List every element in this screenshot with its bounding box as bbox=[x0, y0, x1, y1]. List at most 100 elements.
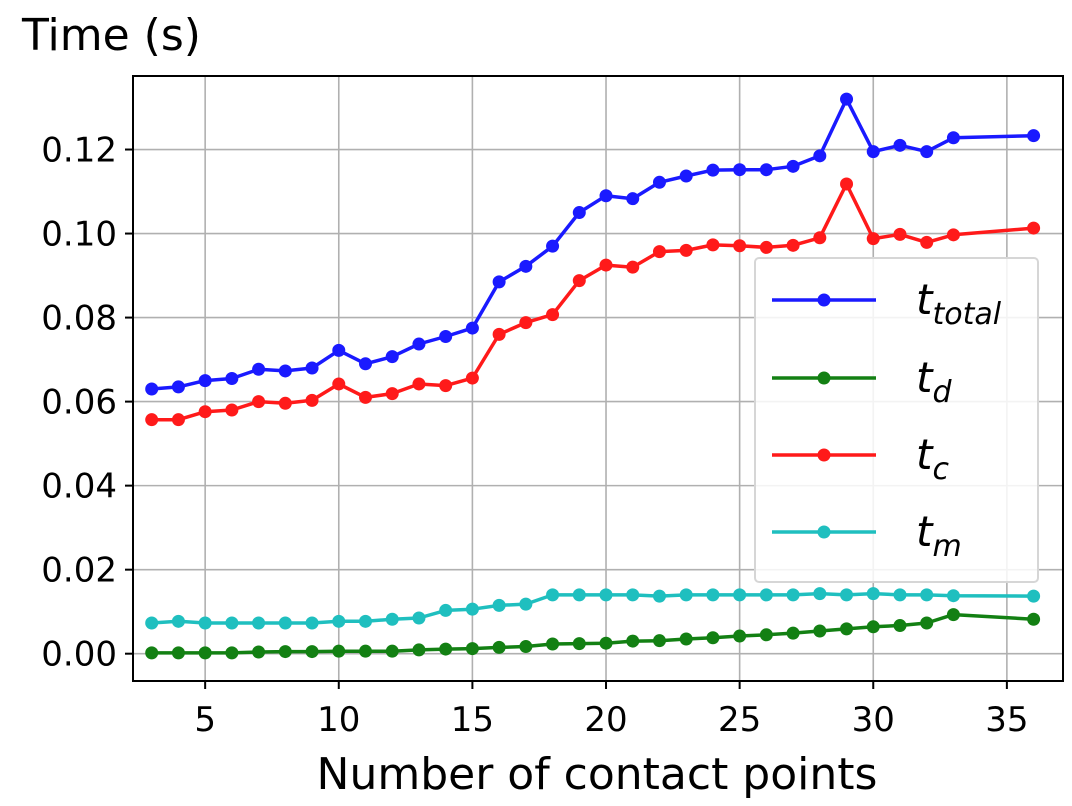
data-point-m bbox=[920, 588, 934, 602]
data-point-total bbox=[278, 364, 292, 378]
legend-label-c: tc bbox=[916, 430, 949, 487]
y-tick-label: 0.02 bbox=[41, 551, 117, 591]
data-point-c bbox=[465, 371, 479, 385]
data-point-c bbox=[252, 395, 266, 409]
data-point-d bbox=[171, 646, 185, 660]
data-point-c bbox=[492, 327, 506, 341]
data-point-total bbox=[465, 321, 479, 335]
data-point-d bbox=[759, 628, 773, 642]
data-point-d bbox=[572, 637, 586, 651]
data-point-c bbox=[332, 377, 346, 391]
data-point-m bbox=[492, 598, 506, 612]
data-point-d bbox=[385, 644, 399, 658]
data-point-c bbox=[893, 227, 907, 241]
data-point-d bbox=[519, 640, 533, 654]
data-point-d bbox=[599, 636, 613, 650]
data-point-m bbox=[546, 588, 560, 602]
data-point-c bbox=[145, 413, 159, 427]
data-point-total bbox=[1027, 129, 1041, 143]
data-point-d bbox=[679, 632, 693, 646]
data-point-total bbox=[546, 239, 560, 253]
data-point-c bbox=[679, 243, 693, 257]
data-point-m bbox=[278, 616, 292, 630]
legend: ttotal td tc tm bbox=[754, 257, 1039, 583]
legend-label-m: tm bbox=[916, 507, 962, 564]
legend-marker-d bbox=[817, 371, 831, 385]
data-point-total bbox=[252, 362, 266, 376]
data-point-c bbox=[225, 403, 239, 417]
data-point-total bbox=[519, 259, 533, 273]
data-point-m bbox=[332, 614, 346, 628]
data-point-m bbox=[759, 588, 773, 602]
data-point-total bbox=[599, 189, 613, 203]
legend-marker-total bbox=[817, 293, 831, 307]
y-tick-label: 0.10 bbox=[41, 215, 117, 255]
data-point-c bbox=[626, 260, 640, 274]
data-point-c bbox=[359, 390, 372, 404]
data-point-m bbox=[866, 587, 880, 601]
data-point-d bbox=[278, 645, 292, 659]
data-point-m bbox=[439, 603, 453, 617]
data-point-d bbox=[359, 644, 372, 658]
data-point-m bbox=[198, 616, 212, 630]
data-point-total bbox=[305, 361, 319, 375]
data-point-c bbox=[759, 240, 773, 254]
y-tick-label: 0.00 bbox=[41, 635, 117, 675]
data-point-c bbox=[840, 177, 854, 191]
data-point-c bbox=[385, 387, 399, 401]
data-point-d bbox=[706, 631, 720, 645]
x-axis-title: Number of contact points bbox=[317, 749, 878, 800]
data-point-c bbox=[706, 238, 720, 252]
data-point-c bbox=[412, 377, 426, 391]
data-point-total bbox=[759, 163, 773, 177]
data-point-m bbox=[893, 588, 907, 602]
data-point-c bbox=[813, 231, 827, 245]
data-point-d bbox=[733, 629, 747, 643]
y-tick-label: 0.06 bbox=[41, 383, 117, 423]
data-point-c bbox=[920, 235, 934, 249]
data-point-d bbox=[920, 616, 934, 630]
data-point-c bbox=[1027, 221, 1041, 235]
data-point-total bbox=[813, 149, 827, 163]
data-point-total bbox=[145, 382, 159, 396]
axis-ticks: 5 10 15 20 25 30 35 0.00 0.02 0.04 0.06 0.08 0.10 0.1… bbox=[41, 131, 1028, 740]
data-point-c bbox=[305, 393, 319, 407]
data-point-m bbox=[946, 589, 960, 603]
data-point-m bbox=[599, 588, 613, 602]
data-point-d bbox=[546, 637, 560, 651]
data-point-c bbox=[652, 245, 666, 259]
data-point-m bbox=[786, 588, 800, 602]
data-point-d bbox=[305, 645, 319, 659]
data-point-total bbox=[679, 169, 693, 183]
series-total bbox=[145, 92, 1041, 396]
data-point-c bbox=[572, 274, 586, 288]
data-point-total bbox=[412, 337, 426, 351]
data-point-c bbox=[198, 405, 212, 419]
x-tick-label: 25 bbox=[718, 700, 761, 740]
y-axis-title: Time (s) bbox=[21, 10, 201, 61]
data-point-total bbox=[893, 138, 907, 152]
data-point-c bbox=[599, 258, 613, 272]
data-point-c bbox=[519, 316, 533, 330]
data-point-c bbox=[171, 413, 185, 427]
data-point-total bbox=[492, 275, 506, 289]
data-point-d bbox=[893, 619, 907, 633]
data-point-d bbox=[786, 626, 800, 640]
x-tick-label: 30 bbox=[852, 700, 895, 740]
data-point-total bbox=[786, 159, 800, 173]
data-point-total bbox=[439, 329, 453, 343]
data-point-total bbox=[706, 163, 720, 177]
data-point-m bbox=[171, 614, 185, 628]
data-point-d bbox=[198, 646, 212, 660]
data-point-total bbox=[359, 357, 372, 371]
data-point-c bbox=[733, 239, 747, 253]
data-point-m bbox=[412, 611, 426, 625]
series-c bbox=[145, 177, 1041, 427]
legend-marker-c bbox=[817, 448, 831, 462]
data-point-m bbox=[359, 614, 372, 628]
data-point-d bbox=[492, 640, 506, 654]
series-m bbox=[145, 587, 1041, 630]
data-point-total bbox=[572, 206, 586, 220]
data-point-total bbox=[385, 350, 399, 364]
